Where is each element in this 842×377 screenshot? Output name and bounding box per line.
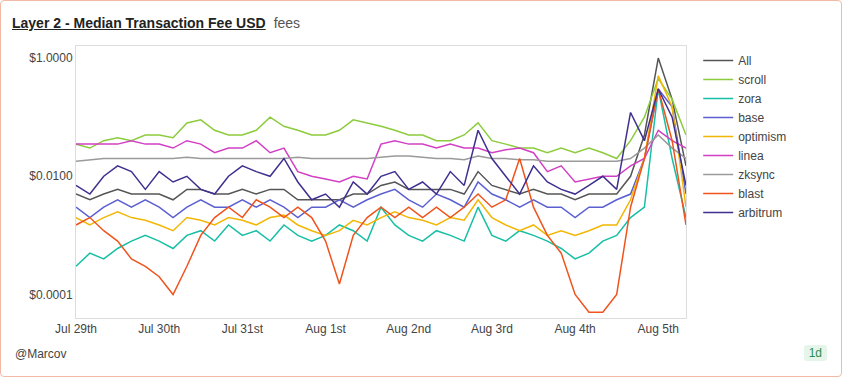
svg-text:$0.0100: $0.0100 (29, 169, 73, 183)
svg-text:optimism: optimism (738, 130, 786, 144)
html-text:Layer 2 - Median Transaction F: Layer 2 - Median Transaction Fee USD (12, 15, 266, 31)
svg-text:$0.0001: $0.0001 (29, 288, 73, 302)
html-text:fees: fees (273, 15, 301, 31)
svg-text:Aug 4th: Aug 4th (554, 322, 595, 336)
svg-text:zora: zora (738, 92, 762, 106)
svg-text:arbitrum: arbitrum (738, 206, 782, 220)
svg-text:Aug 5th: Aug 5th (638, 322, 679, 336)
svg-text:$1.0000: $1.0000 (29, 51, 73, 65)
html-text:@Marcov: @Marcov (15, 347, 67, 361)
svg-text:linea: linea (738, 149, 764, 163)
svg-text:blast: blast (738, 187, 764, 201)
svg-text:Jul 30th: Jul 30th (138, 322, 180, 336)
svg-text:Aug 2nd: Aug 2nd (386, 322, 431, 336)
svg-text:zksync: zksync (738, 168, 775, 182)
svg-text:scroll: scroll (738, 73, 766, 87)
svg-text:Aug 3rd: Aug 3rd (471, 322, 513, 336)
svg-text:Jul 29th: Jul 29th (55, 322, 97, 336)
svg-text:Aug 1st: Aug 1st (305, 322, 346, 336)
svg-text:Jul 31st: Jul 31st (222, 322, 264, 336)
svg-text:base: base (738, 111, 764, 125)
svg-text:All: All (738, 54, 751, 68)
html-text:1d: 1d (808, 346, 822, 360)
